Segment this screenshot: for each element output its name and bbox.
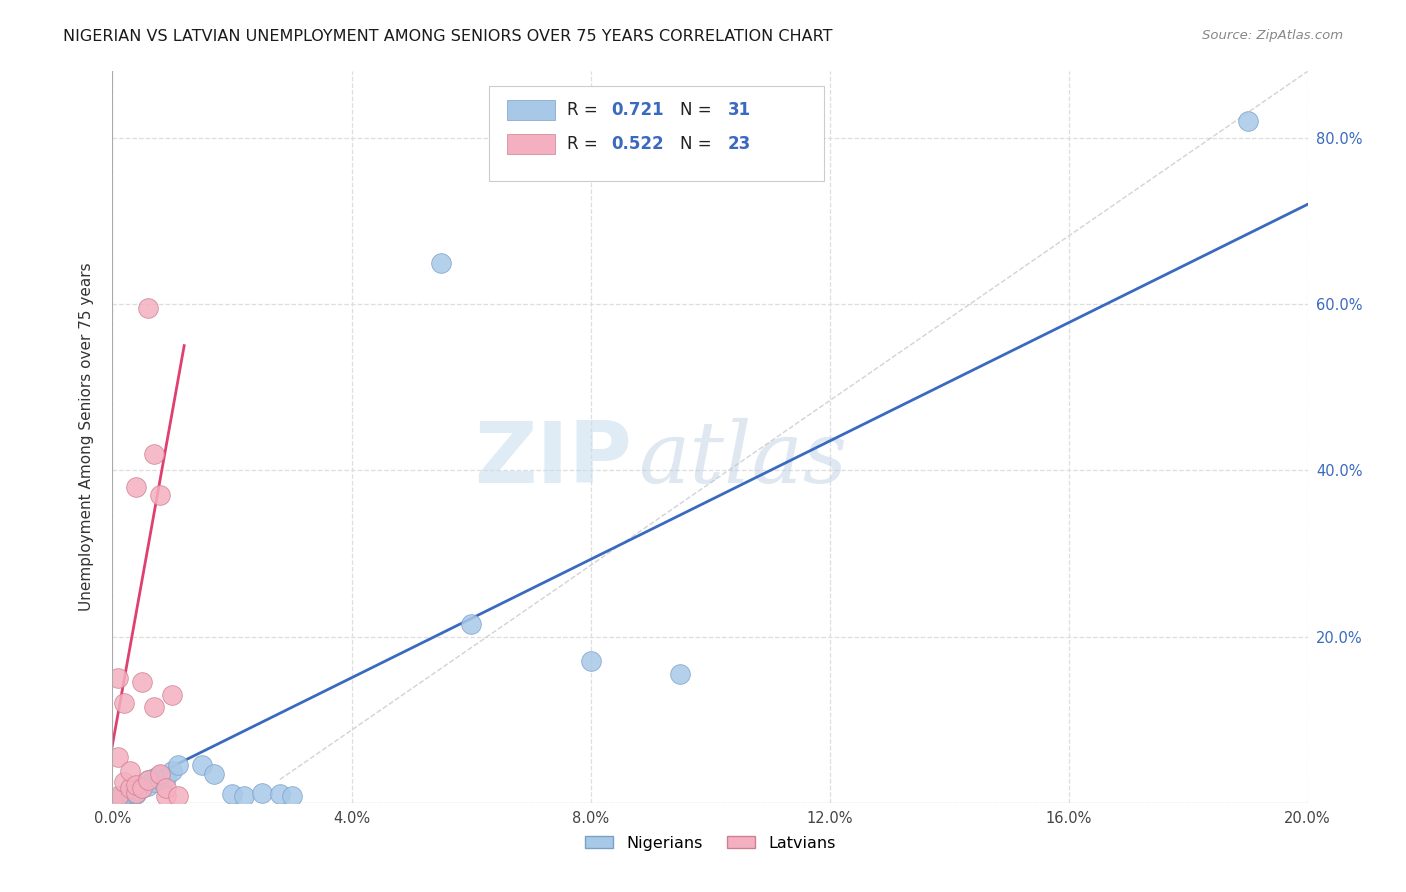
Text: 23: 23	[728, 135, 751, 153]
Point	[131, 780, 153, 795]
Point	[281, 789, 304, 804]
Point	[149, 767, 172, 781]
Point	[143, 771, 166, 785]
Point	[155, 789, 177, 804]
Text: 0.522: 0.522	[610, 135, 664, 153]
Point	[125, 480, 148, 494]
Point	[125, 786, 148, 800]
Point	[149, 488, 172, 502]
Point	[250, 786, 273, 800]
Point	[167, 758, 190, 772]
Point	[131, 778, 153, 792]
Text: 31: 31	[728, 101, 751, 120]
Point	[138, 779, 160, 793]
Bar	[508, 134, 554, 154]
Point	[460, 617, 482, 632]
Point	[114, 788, 135, 802]
Legend: Nigerians, Latvians: Nigerians, Latvians	[578, 830, 842, 857]
Point	[120, 780, 142, 795]
Point	[430, 255, 453, 269]
Point	[155, 780, 177, 795]
Text: N =: N =	[681, 101, 717, 120]
Point	[202, 766, 225, 780]
Point	[125, 778, 148, 792]
Point	[120, 786, 142, 800]
Point	[162, 764, 183, 779]
Point	[233, 789, 256, 804]
Point	[167, 789, 190, 804]
Point	[143, 447, 166, 461]
Point	[149, 772, 172, 787]
Point	[191, 758, 214, 772]
Point	[138, 772, 160, 787]
Point	[107, 671, 129, 685]
Point	[149, 766, 172, 780]
Y-axis label: Unemployment Among Seniors over 75 years: Unemployment Among Seniors over 75 years	[79, 263, 94, 611]
Point	[221, 788, 243, 802]
Point	[138, 301, 160, 316]
Point	[114, 775, 135, 789]
Text: R =: R =	[567, 135, 603, 153]
Point	[125, 788, 148, 802]
Point	[101, 791, 124, 805]
Point	[1237, 114, 1260, 128]
Point	[107, 789, 129, 804]
Point	[143, 700, 166, 714]
Point	[131, 780, 153, 795]
Text: Source: ZipAtlas.com: Source: ZipAtlas.com	[1202, 29, 1343, 42]
Point	[114, 696, 135, 710]
Point	[120, 789, 142, 804]
Point	[125, 783, 148, 797]
FancyBboxPatch shape	[489, 86, 824, 181]
Point	[107, 790, 129, 805]
Text: R =: R =	[567, 101, 603, 120]
Point	[143, 775, 166, 789]
Point	[138, 772, 160, 787]
Point	[162, 688, 183, 702]
Point	[120, 764, 142, 779]
Text: atlas: atlas	[638, 417, 848, 500]
Point	[114, 791, 135, 805]
Point	[155, 771, 177, 785]
Point	[269, 788, 291, 802]
Point	[579, 655, 602, 669]
Text: 0.721: 0.721	[610, 101, 664, 120]
Point	[107, 750, 129, 764]
Point	[107, 793, 129, 807]
Point	[669, 667, 692, 681]
Text: N =: N =	[681, 135, 717, 153]
Text: NIGERIAN VS LATVIAN UNEMPLOYMENT AMONG SENIORS OVER 75 YEARS CORRELATION CHART: NIGERIAN VS LATVIAN UNEMPLOYMENT AMONG S…	[63, 29, 832, 44]
Bar	[508, 100, 554, 120]
Point	[131, 675, 153, 690]
Text: ZIP: ZIP	[475, 417, 633, 500]
